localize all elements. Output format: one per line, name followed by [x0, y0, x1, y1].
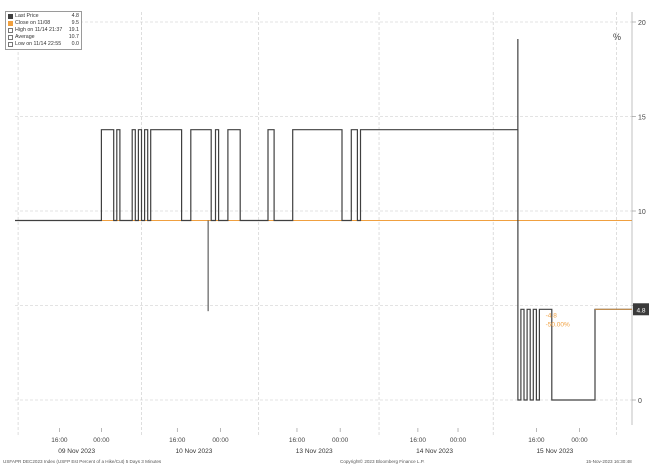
legend-value: 0.0: [71, 41, 79, 47]
legend-entry: Low on 11/14 22:55 0.0: [8, 41, 79, 48]
unit-label: %: [613, 32, 622, 42]
x-date-label: 09 Nov 2023: [58, 448, 95, 455]
legend-label: Low on 11/14 22:55: [15, 41, 62, 47]
y-tick-label: 15: [638, 115, 646, 122]
x-tick-label: 16:00: [410, 437, 427, 444]
legend-value: 9.5: [71, 20, 79, 26]
legend-value: 19.1: [68, 27, 79, 33]
x-tick-label: 00:00: [450, 437, 467, 444]
chart-legend: Last Price 4.8 Close on 11/08 9.5 High o…: [5, 11, 82, 50]
change-value-label: -4.8: [546, 312, 558, 319]
legend-swatch: [8, 28, 13, 33]
legend-label: Close on 11/08: [15, 20, 51, 26]
legend-entry: High on 11/14 21:37 19.1: [8, 27, 79, 34]
legend-label: High on 11/14 21:37: [15, 27, 63, 33]
last-value-badge: [633, 303, 649, 316]
x-tick-label: 16:00: [528, 437, 545, 444]
legend-label: Average: [15, 34, 35, 40]
legend-label: Last Price: [15, 13, 39, 19]
footer-copyright: Copyright© 2023 Bloomberg Finance L.P.: [340, 459, 425, 464]
x-tick-label: 00:00: [332, 437, 349, 444]
change-pct-label: -50.00%: [546, 321, 570, 328]
x-tick-label: 16:00: [169, 437, 186, 444]
series-line: [15, 129, 632, 401]
x-axis: 16:00 00:00 16:00 00:00 16:00 00:00 16:00 00:00…: [51, 428, 588, 455]
x-date-label: 13 Nov 2023: [296, 448, 333, 455]
legend-value: 10.7: [68, 34, 79, 40]
x-tick-label: 00:00: [93, 437, 110, 444]
x-tick-label: 00:00: [212, 437, 229, 444]
legend-swatch: [8, 42, 13, 47]
x-date-label: 14 Nov 2023: [416, 448, 453, 455]
y-axis: 05101520: [631, 12, 646, 425]
footer-timestamp: 15-Nov-2023 16:30:48: [586, 459, 632, 464]
x-tick-label: 16:00: [289, 437, 306, 444]
y-tick-label: 0: [638, 398, 642, 405]
x-date-label: 15 Nov 2023: [536, 448, 573, 455]
chart-grid: [15, 12, 632, 435]
chart-series: [15, 39, 632, 401]
legend-swatch: [8, 21, 13, 26]
legend-entry: Last Price 4.8: [8, 13, 79, 20]
x-tick-label: 16:00: [51, 437, 68, 444]
x-date-label: 10 Nov 2023: [175, 448, 212, 455]
x-tick-label: 00:00: [571, 437, 588, 444]
y-tick-label: 20: [638, 20, 646, 27]
legend-entry: Close on 11/08 9.5: [8, 20, 79, 27]
legend-value: 4.8: [71, 13, 79, 19]
legend-swatch: [8, 35, 13, 40]
last-value-badge-label: 4.8: [636, 307, 645, 314]
chart-annotations: -4.8 -50.00% 4.8: [546, 303, 649, 328]
legend-swatch: [8, 14, 13, 19]
footer-source: USFAPR DEC2023 Index (USFP Est Percent o…: [3, 459, 162, 464]
legend-entry: Average 10.7: [8, 34, 79, 41]
y-tick-label: 10: [638, 209, 646, 216]
